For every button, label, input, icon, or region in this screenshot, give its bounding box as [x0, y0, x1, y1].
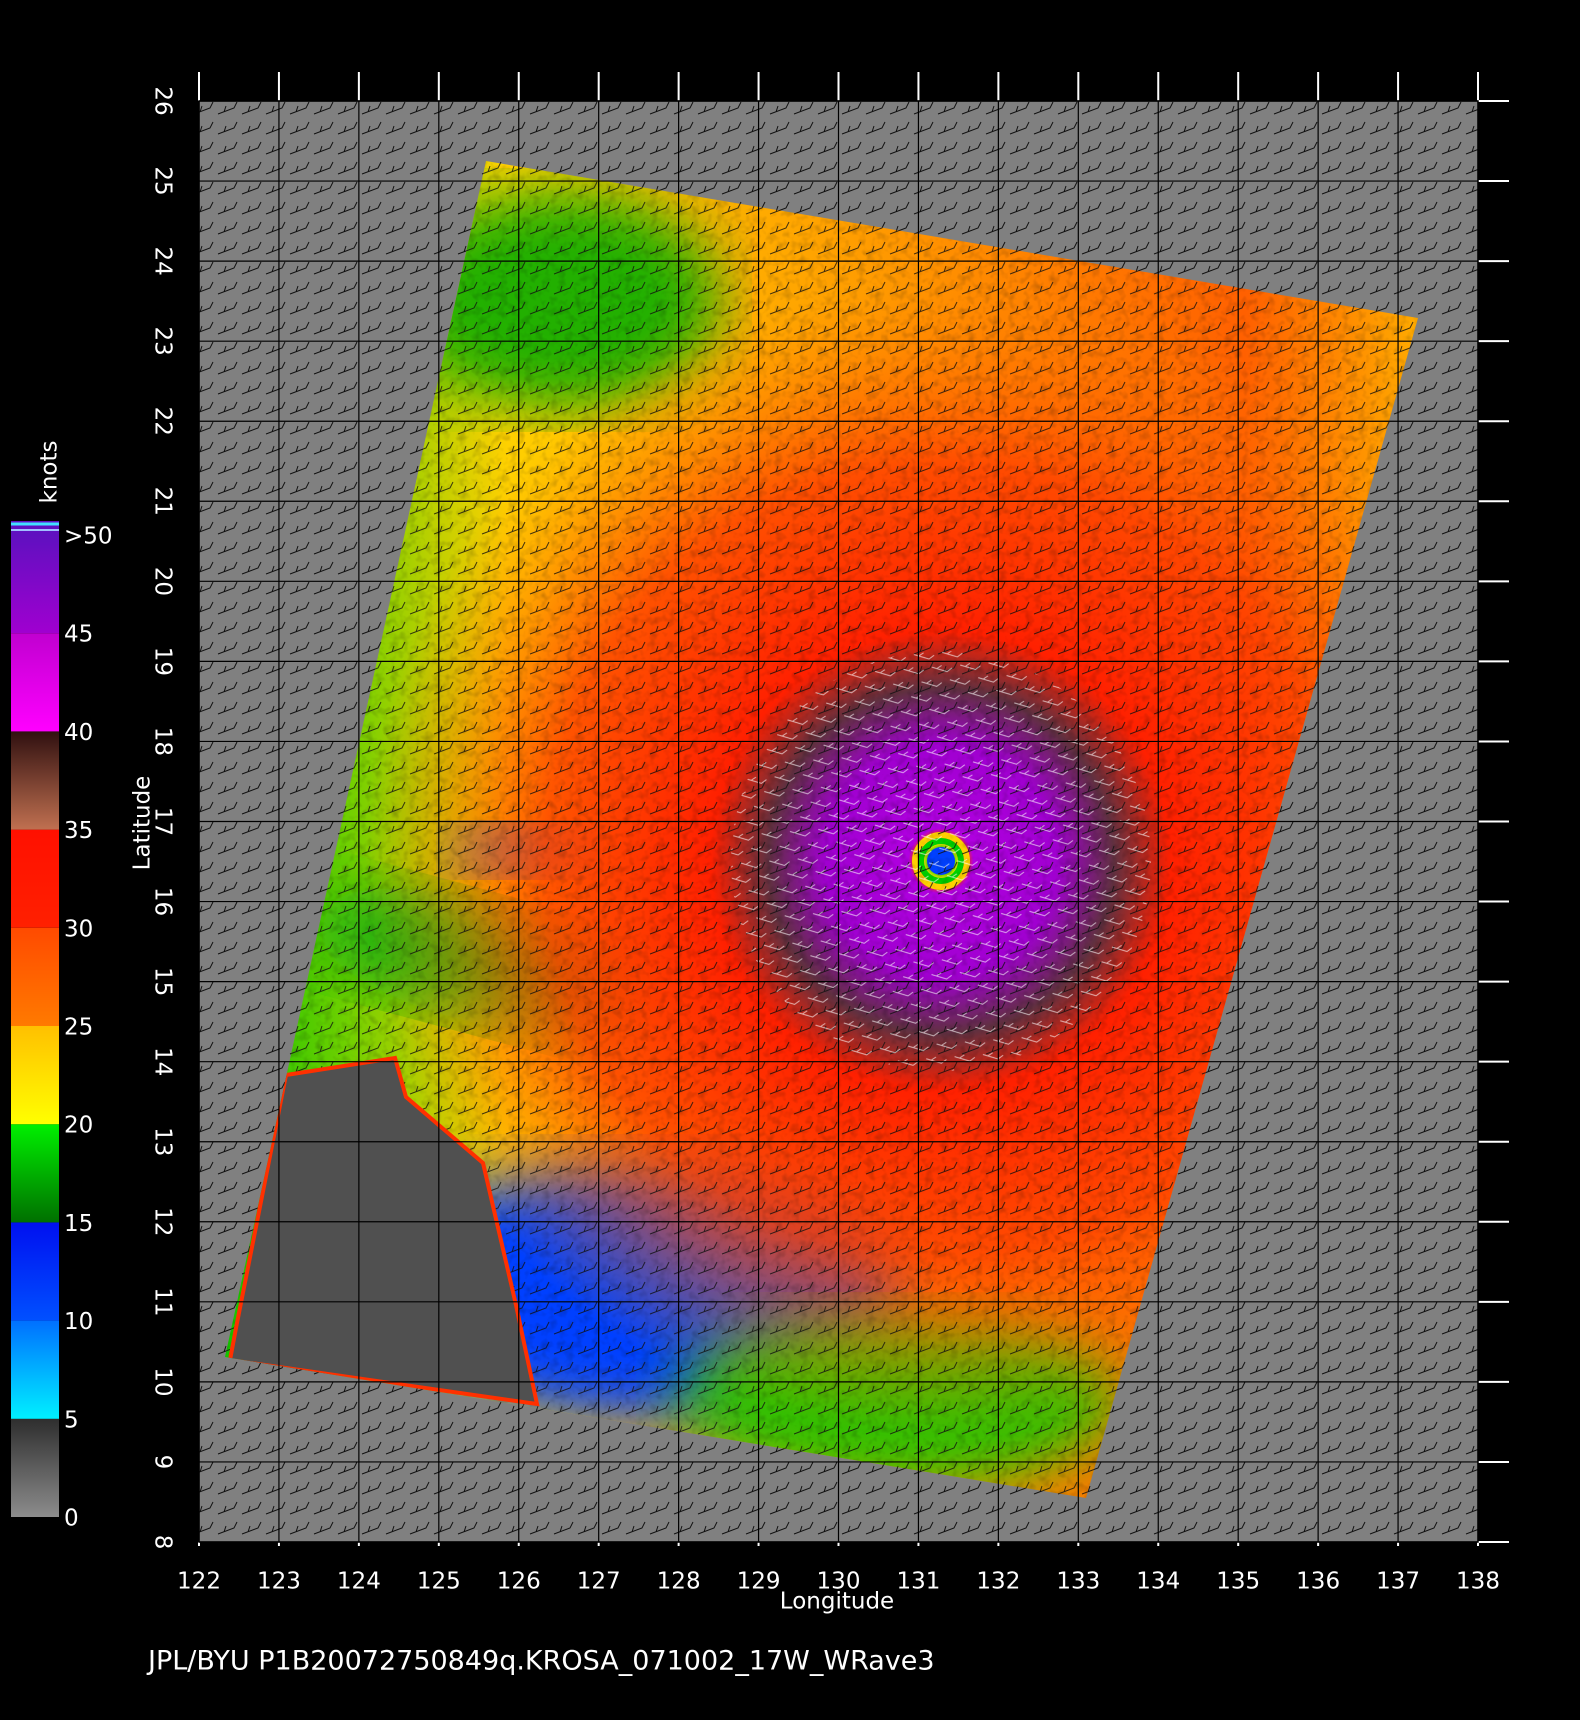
y-tick-label: 8	[150, 1535, 176, 1550]
y-tick-label: 12	[150, 1207, 176, 1236]
colorbar-segment	[11, 1320, 59, 1419]
x-tick-label: 122	[177, 1569, 221, 1595]
y-tick-label: 20	[150, 567, 176, 596]
colorbar-segment	[11, 829, 59, 928]
colorbar-segment	[11, 1222, 59, 1321]
y-tick-label: 18	[150, 727, 176, 756]
y-tick-label: 25	[150, 166, 176, 195]
colorbar-tick-label: 25	[64, 1015, 93, 1041]
x-tick-label: 135	[1216, 1569, 1260, 1595]
x-tick-label: 126	[497, 1569, 541, 1595]
x-tick-label: 130	[817, 1569, 861, 1595]
colorbar-tick-label: >50	[64, 524, 113, 550]
y-tick-label: 22	[150, 407, 176, 436]
x-axis-label: Longitude	[780, 1589, 894, 1615]
axes: 122 123 124 125 126 127 128 129 130 131 132 133 134 1…	[11, 72, 1509, 1595]
colorbar-tick-label: 35	[64, 818, 93, 844]
y-axis-label: Latitude	[130, 776, 156, 871]
y-tick-label: 17	[150, 807, 176, 836]
x-tick-label: 128	[657, 1569, 701, 1595]
colorbar-segment	[11, 535, 59, 634]
y-tick-label: 26	[150, 86, 176, 115]
y-tick-label: 21	[150, 487, 176, 516]
colorbar-segment	[11, 927, 59, 1026]
x-tick-label: 136	[1296, 1569, 1340, 1595]
colorbar-segment	[11, 1418, 59, 1517]
x-tick-label: 137	[1376, 1569, 1420, 1595]
footer: JPL/BYU P1B20072750849q.KROSA_071002_17W…	[146, 1646, 935, 1677]
colorbar-segment	[11, 731, 59, 830]
y-tick-label: 9	[150, 1455, 176, 1470]
colorbar-tick-label: 10	[64, 1309, 93, 1335]
y-tick-label: 16	[150, 887, 176, 916]
colorbar-segment	[11, 633, 59, 732]
colorbar-tick-label: 30	[64, 916, 93, 942]
colorbar-segment	[11, 1124, 59, 1223]
x-tick-label: 138	[1456, 1569, 1500, 1595]
x-tick-label: 129	[737, 1569, 781, 1595]
x-tick-label: 123	[257, 1569, 301, 1595]
colorbar-tick-label: 45	[64, 622, 93, 648]
colorbar-label: knots	[37, 441, 63, 504]
colorbar-segment	[11, 1026, 59, 1125]
colorbar-tick-label: 0	[64, 1506, 79, 1532]
y-tick-label: 23	[150, 327, 176, 356]
colorbar-tick-label: 20	[64, 1113, 93, 1139]
y-tick-label: 15	[150, 967, 176, 996]
x-tick-label: 134	[1136, 1569, 1180, 1595]
x-tick-label: 133	[1056, 1569, 1100, 1595]
y-tick-label: 11	[150, 1287, 176, 1316]
x-tick-label: 125	[417, 1569, 461, 1595]
plot-frame	[198, 100, 1479, 1543]
y-tick-label: 10	[150, 1367, 176, 1396]
x-tick-label: 132	[976, 1569, 1020, 1595]
y-tick-label: 13	[150, 1127, 176, 1156]
x-tick-label: 124	[337, 1569, 381, 1595]
colorbar-tick-label: 5	[64, 1407, 79, 1433]
x-tick-label: 127	[577, 1569, 621, 1595]
y-tick-label: 19	[150, 647, 176, 676]
y-tick-label: 14	[150, 1047, 176, 1076]
x-tick-label: 131	[896, 1569, 940, 1595]
colorbar-tick-label: 40	[64, 720, 93, 746]
y-tick-label: 24	[150, 246, 176, 275]
colorbar-tick-label: 15	[64, 1211, 93, 1237]
